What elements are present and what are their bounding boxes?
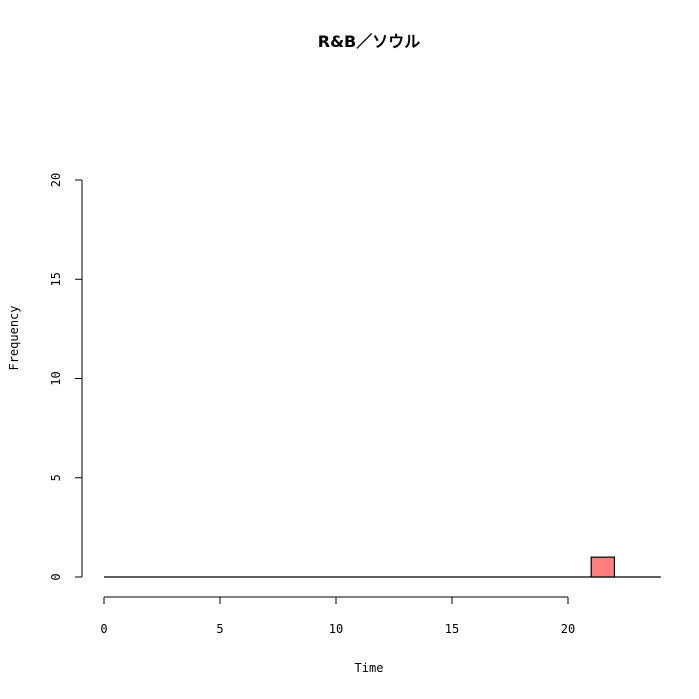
histogram-bar (590, 556, 616, 578)
y-tick-label: 0 (49, 573, 63, 580)
x-tick-label: 15 (445, 622, 459, 636)
x-tick-label: 10 (329, 622, 343, 636)
x-axis: 0 5 10 15 20 (100, 596, 575, 636)
y-tick-label: 5 (49, 474, 63, 481)
y-tick-label: 10 (49, 371, 63, 385)
x-tick-label: 20 (561, 622, 575, 636)
chart-title: R&B／ソウル (318, 32, 420, 51)
plot-area (104, 556, 661, 578)
y-axis-label: Frequency (7, 305, 21, 370)
x-tick-label: 5 (216, 622, 223, 636)
x-tick-label: 0 (100, 622, 107, 636)
y-tick-label: 15 (49, 272, 63, 286)
y-tick-label: 20 (49, 173, 63, 187)
x-axis-label: Time (355, 661, 384, 675)
y-axis: 0 5 10 15 20 (49, 173, 83, 581)
